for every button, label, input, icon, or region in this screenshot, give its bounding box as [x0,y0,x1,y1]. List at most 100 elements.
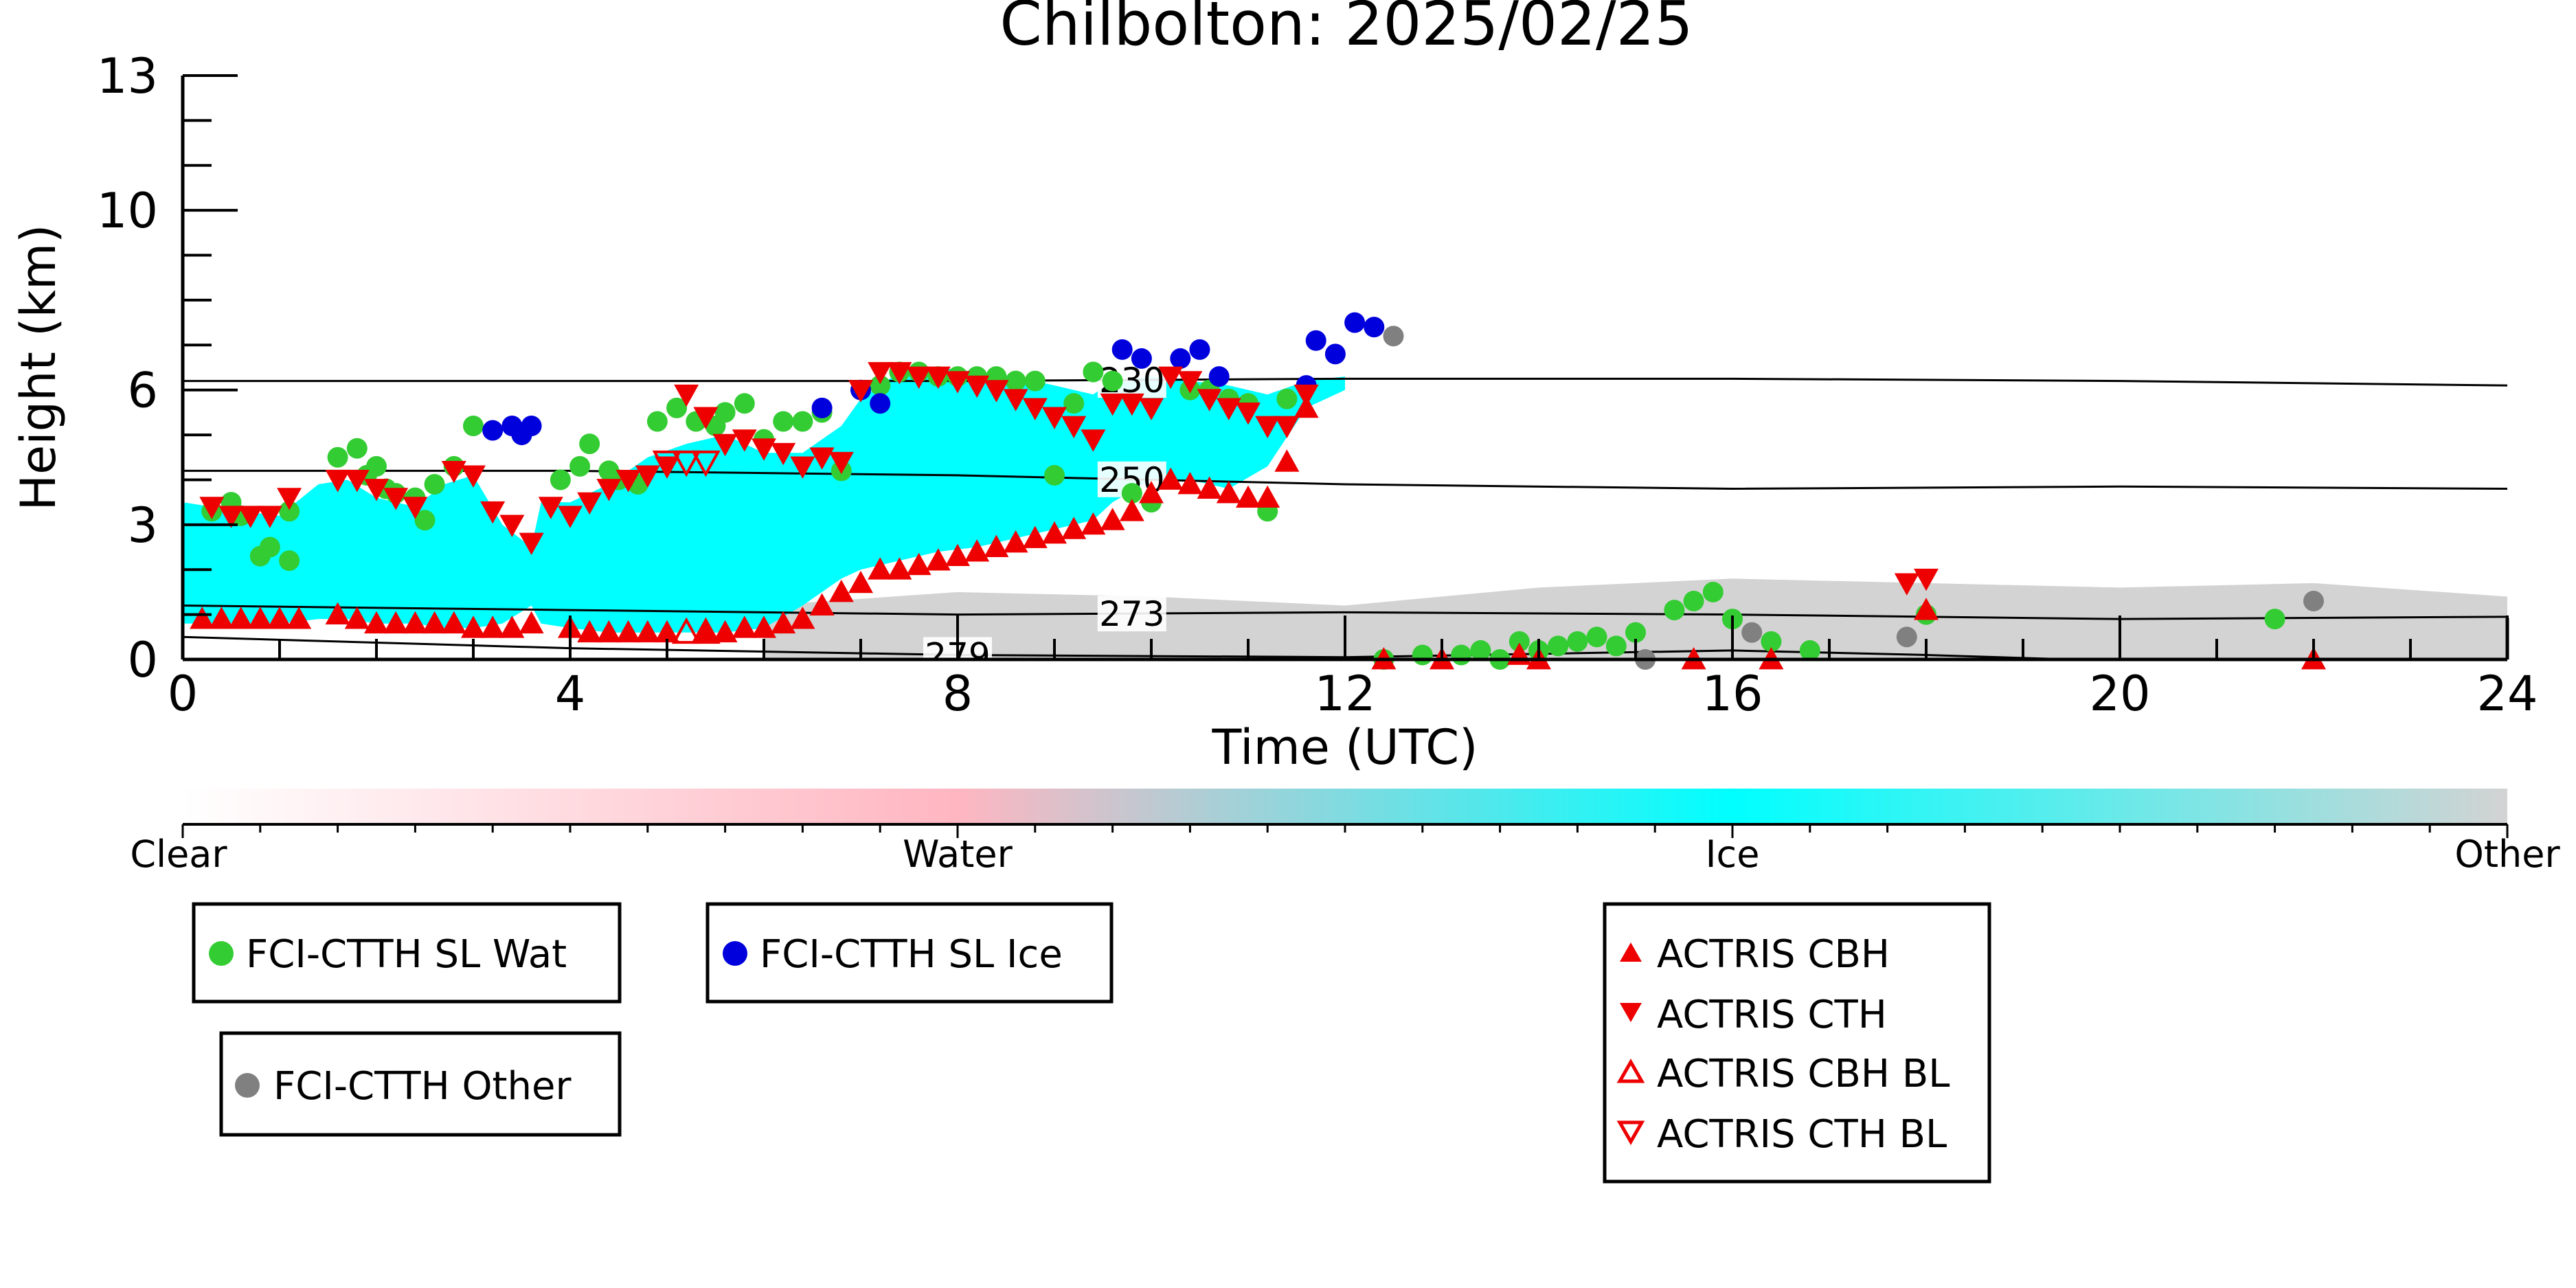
colorbar-label-other: Other [2454,833,2560,876]
point [964,375,990,398]
point [596,479,622,501]
point [279,550,300,572]
point [403,611,428,634]
point [1567,631,1588,652]
colorbar-ticks [181,823,2509,838]
point [1081,512,1106,535]
point [461,615,486,638]
point [828,451,854,475]
point [364,611,389,634]
point [1383,326,1404,347]
point [1081,429,1106,452]
point [577,492,602,515]
point [1664,600,1685,621]
point [1197,476,1222,499]
point [441,460,466,484]
point [691,450,721,477]
legend-fci-other: FCI-CTTH Other [219,1031,622,1137]
point [1022,526,1048,548]
point [1894,573,1919,596]
point [1100,508,1125,530]
point [811,397,833,418]
point [422,611,447,634]
point [579,433,600,455]
x-tick-label: 12 [1314,666,1375,722]
point [1896,626,1917,648]
point [1216,398,1241,420]
point [1177,472,1203,495]
point [646,411,668,432]
point [674,384,699,407]
point [868,362,893,385]
point [596,620,622,643]
legend-actris: ACTRIS CBH ACTRIS CTH ACTRIS CBH BL ACTR… [1603,902,1991,1184]
point [499,615,525,638]
point [1702,581,1724,602]
point [691,617,721,644]
point [887,557,912,580]
point [848,380,873,403]
point [550,469,571,490]
point [366,455,387,477]
point [773,411,794,432]
point [615,620,641,643]
point [945,543,970,567]
point [1274,416,1300,438]
point [1003,389,1028,411]
legend-label-cth: ACTRIS CTH [1657,993,1887,1037]
point [344,607,370,629]
point [1042,407,1067,429]
point [1189,339,1210,360]
point [1586,626,1607,648]
point [1761,631,1782,652]
point [519,611,544,634]
point [1061,416,1087,438]
point [906,366,931,389]
point [1170,348,1191,369]
point [403,497,428,519]
point [2303,591,2324,611]
legend-fci-ice: FCI-CTTH SL Ice [705,902,1114,1004]
contour-label-273: 273 [1099,594,1164,634]
point [209,607,234,629]
point [693,620,719,643]
point [1799,640,1820,661]
point [2264,609,2285,630]
point [228,607,253,629]
point [1914,598,1939,620]
y-tick-label: 13 [97,48,158,104]
point [615,470,641,493]
legend-label-wat: FCI-CTTH SL Wat [246,932,567,977]
colorbar-label-ice: Ice [1706,833,1760,876]
x-tick-label: 8 [942,666,973,722]
y-axis-label: Height (km) [10,225,67,511]
point [790,456,815,479]
x-axis-label: Time (UTC) [1212,719,1478,776]
y-tick-label: 6 [127,363,158,419]
point [279,501,300,522]
point [414,510,436,531]
legend-marker-other [235,1073,260,1098]
point [327,447,348,468]
point [925,366,951,389]
point [1255,416,1280,438]
classification-regions [183,368,2507,659]
colorbar-label-water: Water [903,833,1013,876]
point [480,501,506,524]
point [1605,635,1627,657]
point [1158,366,1184,389]
point [1119,393,1144,416]
point [577,620,602,643]
point [771,442,796,466]
point [325,470,350,493]
point [1022,398,1048,420]
point [1236,485,1261,508]
point [1061,517,1087,539]
x-tick-label: 20 [2089,666,2150,722]
point [238,506,263,528]
point [984,534,1009,557]
point [1274,449,1300,472]
point [984,380,1009,403]
